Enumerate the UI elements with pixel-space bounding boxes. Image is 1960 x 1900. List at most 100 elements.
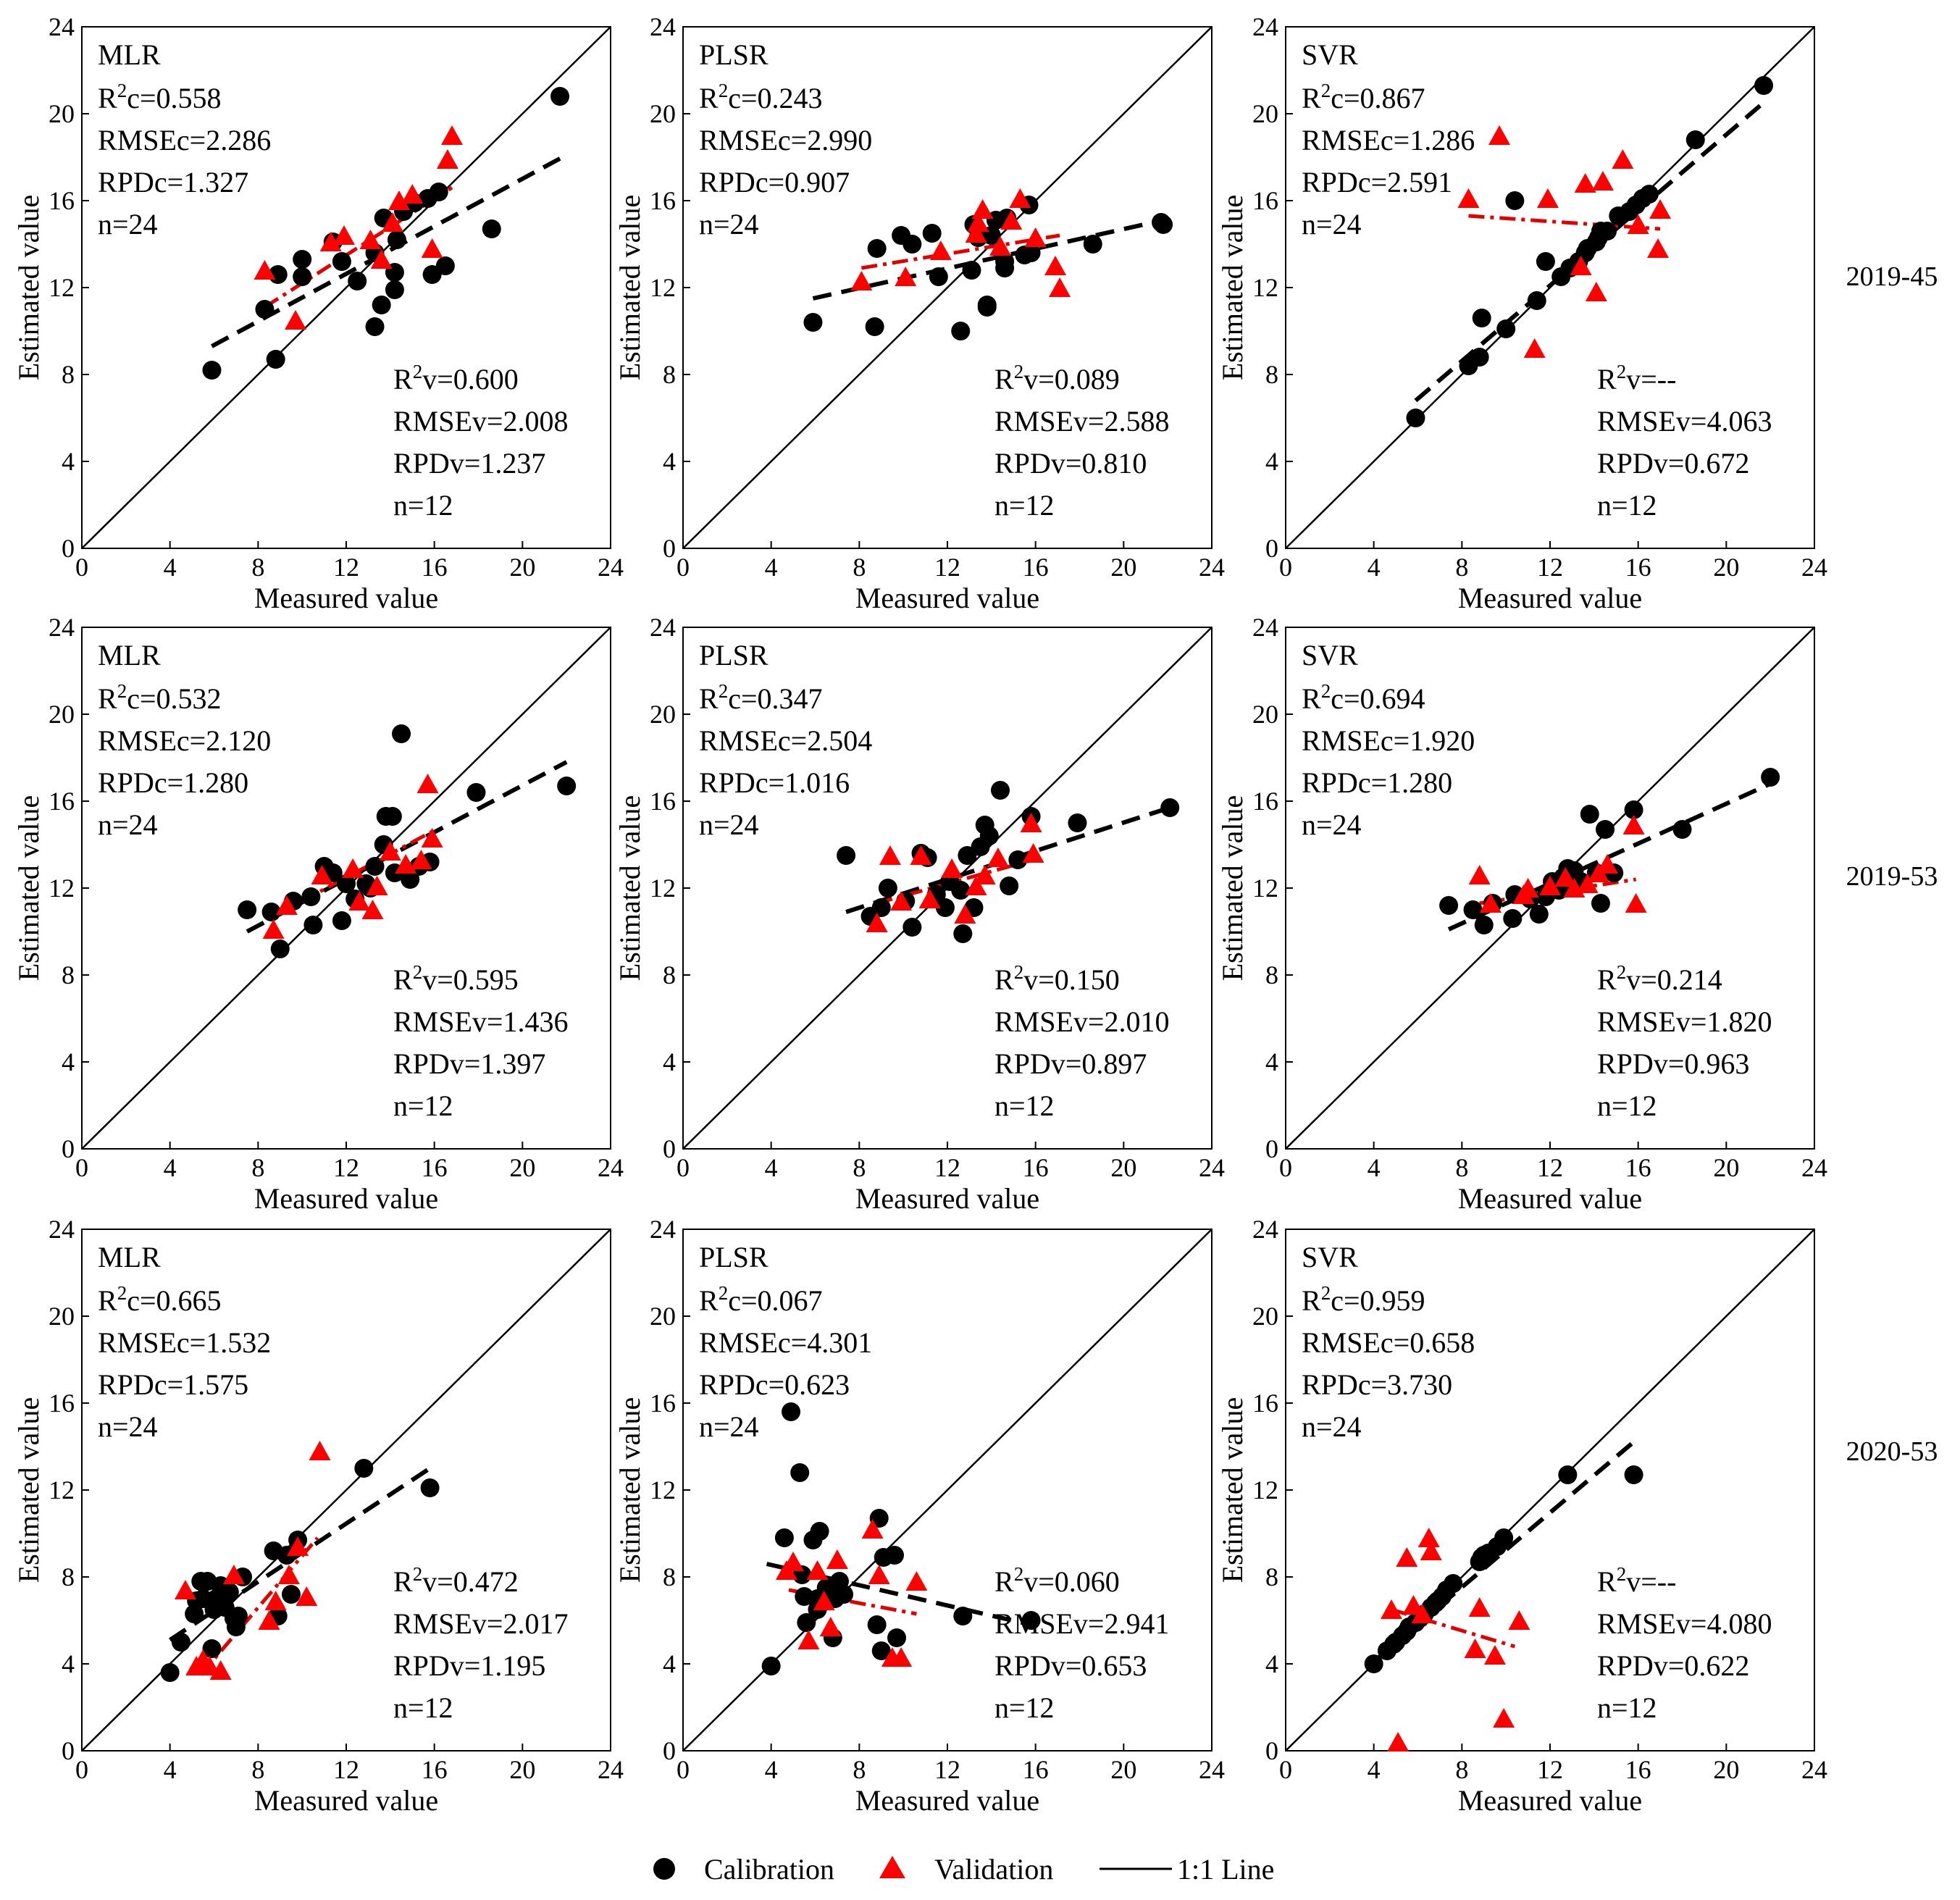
panel-5-y-tick-label: 4 <box>663 1047 676 1076</box>
panel-5-calibration-point <box>1000 876 1019 895</box>
panel-7-calibration-point <box>420 1478 440 1497</box>
panel-6-validation-point <box>1622 815 1645 834</box>
panel-5-validation-point <box>1020 813 1042 832</box>
panel-1-validation-point <box>388 191 410 210</box>
panel-9-validation-point <box>1387 1732 1410 1752</box>
panel-2-calibration-point <box>922 224 942 243</box>
panel-1-calibration-point <box>550 87 570 106</box>
panel-3-x-tick-label: 24 <box>1801 553 1827 582</box>
panel-5-validation-stat: RPDv=0.897 <box>994 1047 1147 1080</box>
panel-1-calibration-point <box>429 183 448 201</box>
panel-2-validation-fit-line <box>860 233 1060 270</box>
panel-1: 00 4 4 8 8 12 12 16 16 20 20 24 24 Measured value Esti… <box>12 12 624 614</box>
panel-3-x-tick-label: 20 <box>1713 553 1739 582</box>
panel-6-calibration-point <box>1503 909 1523 928</box>
panel-9: 00 4 4 8 8 12 12 16 16 20 20 24 24 Measured value Esti… <box>1216 1215 1827 1817</box>
panel-7-validation-point <box>209 1660 232 1680</box>
panel-5-validation-point <box>941 858 963 878</box>
panel-6-x-tick-label: 24 <box>1801 1153 1827 1182</box>
panel-7-validation-point <box>309 1441 331 1460</box>
panel-9-validation-point <box>1468 1597 1491 1617</box>
panel-5-validation-point <box>954 904 976 924</box>
panel-3-validation-point <box>1488 125 1511 145</box>
panel-7-calibration-stat: R2c=0.665 <box>98 1282 222 1317</box>
panel-8-x-tick-label: 24 <box>1199 1755 1225 1784</box>
panel-3-calibration-point <box>1496 319 1516 338</box>
panel-4-calibration-point <box>337 874 356 893</box>
panel-1-calibration-point <box>202 361 222 380</box>
panel-4-y-tick-label: 4 <box>62 1047 75 1076</box>
panel-5-y-tick-label: 8 <box>663 961 676 989</box>
panel-6-calibration-point <box>1596 820 1615 839</box>
panel-1-calibration-stat: R2c=0.558 <box>98 80 222 114</box>
panel-2-x-tick-label: 16 <box>1023 553 1049 582</box>
panel-1-x-tick-label: 24 <box>598 553 624 582</box>
panel-9-validation-point <box>1381 1599 1402 1619</box>
panel-3-calibration-stat: n=24 <box>1302 208 1362 240</box>
panel-7-validation-point <box>287 1536 309 1556</box>
panel-1-validation-point <box>359 230 382 249</box>
panel-1-validation-point <box>285 310 307 330</box>
panel-8-calibration-point <box>797 1613 816 1632</box>
panel-8-calibration-stat: RMSEc=4.301 <box>699 1326 872 1359</box>
panel-9-validation-point <box>1508 1610 1530 1630</box>
panel-6-x-tick-label: 16 <box>1625 1153 1651 1182</box>
panel-1-validation-point <box>401 184 424 204</box>
panel-3-y-tick-label: 8 <box>1265 360 1278 389</box>
panel-4-calibration-point <box>238 900 257 919</box>
panel-8-calibration-point <box>887 1628 907 1647</box>
panel-2-x-axis-label: Measured value <box>855 582 1039 614</box>
panel-1-x-tick-label: 20 <box>509 553 535 582</box>
panel-5-validation-stat: RMSEv=2.010 <box>994 1005 1169 1038</box>
panel-2-calibration-point <box>995 252 1015 271</box>
panel-1-calibration-point <box>482 219 501 238</box>
panel-2-calibration-point <box>962 261 981 280</box>
panel-1-calibration-stat: RMSEc=2.286 <box>98 124 271 156</box>
panel-7-model-title: MLR <box>98 1241 161 1273</box>
panel-8-validation-point <box>797 1630 820 1649</box>
panel-2-x-tick-label: 4 <box>765 553 778 582</box>
panel-9-x-tick-label: 20 <box>1713 1755 1739 1784</box>
panel-1-calibration-point <box>435 256 455 275</box>
panel-3-calibration-point <box>1406 409 1425 427</box>
panel-9-x-tick-label: 0 <box>1279 1755 1292 1784</box>
panel-3-y-tick-label: 24 <box>1252 12 1278 41</box>
panel-8-validation-point <box>861 1519 884 1539</box>
panel-5-x-tick-label: 12 <box>934 1153 960 1182</box>
panel-9-calibration-point <box>1364 1654 1383 1673</box>
panel-8-calibration-point <box>761 1657 781 1675</box>
panel-9-y-tick-label: 24 <box>1252 1215 1278 1244</box>
panel-3-validation-point <box>1627 214 1649 234</box>
panel-3-calibration-stat: RMSEc=1.286 <box>1302 124 1475 156</box>
panel-2-validation-stat: RMSEv=2.588 <box>994 405 1169 438</box>
panel-2-one-to-one-line <box>682 26 1213 549</box>
panel-8-validation-point <box>813 1591 835 1610</box>
panel-9-validation-point <box>1493 1708 1515 1728</box>
panel-2-y-tick-label: 24 <box>650 12 676 41</box>
panel-9-y-tick-label: 4 <box>1265 1649 1278 1678</box>
panel-4-validation-point <box>410 850 432 869</box>
panel-8-x-tick-label: 0 <box>677 1755 690 1784</box>
panel-8-y-tick-label: 20 <box>650 1302 676 1331</box>
panel-2-calibration-stat: R2c=0.243 <box>699 80 823 114</box>
panel-9-calibration-point <box>1558 1465 1578 1484</box>
panel-1-calibration-stat: RPDc=1.327 <box>98 166 248 198</box>
panel-9-validation-point <box>1417 1528 1440 1547</box>
panel-7-y-tick-label: 4 <box>62 1649 75 1678</box>
panel-7-calibration-stat: RMSEc=1.532 <box>98 1326 271 1359</box>
panel-4-validation-point <box>262 919 285 939</box>
panel-1-calibration-stat: n=24 <box>98 208 158 240</box>
panel-4-calibration-stat: RPDc=1.280 <box>98 766 248 799</box>
panel-3-calibration-stat: RPDc=2.591 <box>1302 166 1452 198</box>
panel-8-calibration-point <box>774 1528 794 1547</box>
panel-1-validation-point <box>254 260 276 280</box>
panel-4-validation-point <box>275 895 298 915</box>
panel-9-calibration-point <box>1425 1594 1445 1612</box>
panel-5-model-title: PLSR <box>699 639 768 671</box>
panel-8-validation-stat: RPDv=0.653 <box>994 1649 1147 1682</box>
panel-6-x-tick-label: 0 <box>1279 1153 1292 1182</box>
panel-7-x-tick-label: 0 <box>75 1755 88 1784</box>
panel-6-x-tick-label: 4 <box>1368 1153 1381 1182</box>
panel-9-model-title: SVR <box>1302 1241 1358 1273</box>
panel-8-validation-point <box>826 1549 848 1569</box>
